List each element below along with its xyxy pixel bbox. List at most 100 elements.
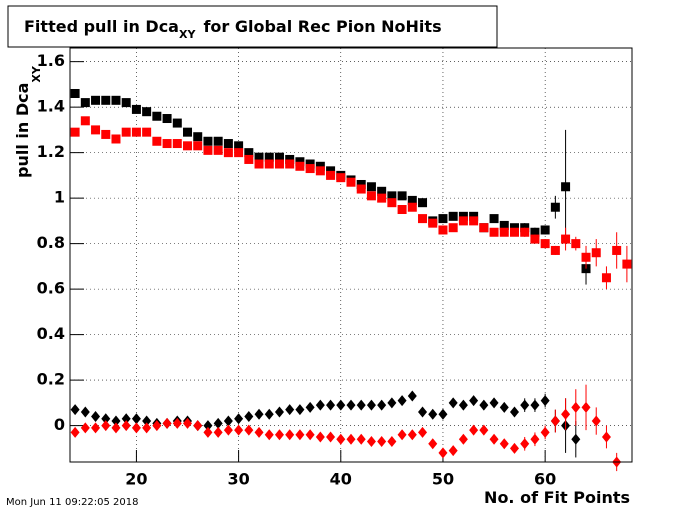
marker [80, 422, 90, 434]
marker [346, 433, 356, 445]
marker [346, 399, 356, 411]
marker [438, 214, 448, 224]
marker [244, 154, 254, 164]
marker [601, 273, 611, 283]
marker [377, 399, 387, 411]
marker [540, 239, 550, 249]
marker [561, 182, 571, 192]
marker [142, 127, 152, 137]
marker [571, 401, 581, 413]
y-tick-label: 0.4 [37, 324, 65, 343]
marker [264, 152, 274, 162]
marker [183, 417, 193, 429]
marker [418, 406, 428, 418]
marker [469, 424, 479, 436]
marker [193, 132, 203, 142]
marker [509, 442, 519, 454]
marker [377, 193, 387, 203]
marker [326, 166, 336, 176]
marker [213, 426, 223, 438]
marker [520, 227, 530, 237]
marker [499, 401, 509, 413]
marker [448, 445, 458, 457]
marker [581, 252, 591, 262]
marker [70, 404, 80, 416]
marker [111, 95, 121, 105]
marker [489, 433, 499, 445]
marker [305, 164, 315, 174]
marker [162, 139, 172, 149]
marker [111, 134, 121, 144]
marker [142, 415, 152, 427]
marker [550, 415, 560, 427]
marker [80, 116, 90, 126]
y-tick-label: 1.2 [37, 142, 65, 161]
marker [285, 404, 295, 416]
x-tick-label: 60 [534, 470, 556, 489]
marker [540, 225, 550, 235]
marker [121, 420, 131, 432]
marker [121, 127, 131, 137]
marker [274, 159, 284, 169]
marker [612, 245, 622, 255]
marker [448, 223, 458, 233]
marker [601, 431, 611, 443]
marker [70, 127, 80, 137]
marker [346, 177, 356, 187]
marker [377, 186, 387, 196]
marker [305, 159, 315, 169]
marker [326, 399, 336, 411]
marker [223, 148, 233, 158]
x-tick-label: 20 [125, 470, 147, 489]
marker [479, 399, 489, 411]
marker [91, 411, 101, 423]
marker [254, 152, 264, 162]
marker [101, 413, 111, 425]
marker [356, 433, 366, 445]
marker [397, 205, 407, 215]
marker [571, 239, 581, 249]
marker [101, 129, 111, 139]
marker [499, 220, 509, 230]
marker [193, 420, 203, 432]
marker [448, 211, 458, 221]
marker [142, 107, 152, 117]
marker [458, 211, 468, 221]
marker [111, 422, 121, 434]
marker [142, 422, 152, 434]
marker [479, 223, 489, 233]
marker [264, 159, 274, 169]
marker [91, 95, 101, 105]
marker [336, 399, 346, 411]
marker [530, 433, 540, 445]
marker [285, 429, 295, 441]
marker [366, 182, 376, 192]
marker [591, 415, 601, 427]
marker [305, 429, 315, 441]
y-label-main: pull in Dca [13, 83, 32, 178]
title-main: Fitted pull in Dca [24, 17, 179, 36]
marker [530, 399, 540, 411]
marker [428, 438, 438, 450]
marker [121, 413, 131, 425]
marker [172, 139, 182, 149]
marker [234, 148, 244, 158]
title-box [7, 5, 498, 48]
marker [489, 214, 499, 224]
marker [438, 225, 448, 235]
chart-title: Fitted pull in DcaXY for Global Rec Pion … [24, 17, 442, 42]
marker [571, 433, 581, 445]
marker [326, 170, 336, 180]
marker [183, 127, 193, 137]
marker [591, 248, 601, 258]
marker [244, 411, 254, 423]
marker [70, 88, 80, 98]
marker [489, 397, 499, 409]
marker [530, 227, 540, 237]
marker [550, 202, 560, 212]
marker [458, 433, 468, 445]
x-tick-label: 50 [432, 470, 454, 489]
marker [131, 413, 141, 425]
marker [234, 413, 244, 425]
